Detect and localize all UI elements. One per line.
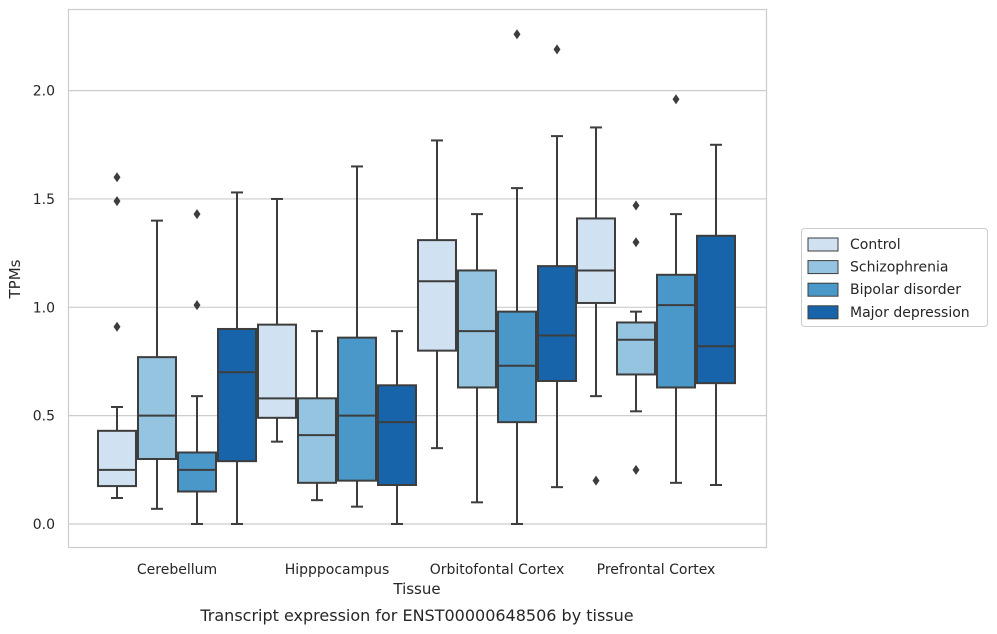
box-control [576,126,616,486]
x-tick-label: Hipppocampus [285,562,390,578]
legend: Control Schizophrenia Bipolar disorder Majo… [801,228,988,327]
y-tick-label: 1.5 [33,192,55,208]
outlier-point [592,475,600,486]
box-schizophrenia [137,219,177,510]
iqr-box [137,356,177,460]
plot-frame [67,8,768,549]
iqr-box [696,234,736,385]
y-tick-label: 1.0 [33,300,55,316]
box-series [97,29,736,525]
box-bipolar-disorder [337,165,377,508]
box-control [97,172,137,499]
outlier-point [632,464,640,475]
iqr-box [497,310,537,424]
box-major-depression [217,191,257,525]
x-tick-label: Cerebellum [137,562,217,578]
outlier-point [193,300,201,311]
outlier-point [113,172,121,183]
x-axis-title: Tissue [392,580,440,598]
legend-swatch [807,237,839,252]
outlier-point [113,321,121,332]
legend-frame [801,228,988,327]
legend-swatch [807,260,839,275]
iqr-box [97,429,137,488]
outlier-point [513,29,521,40]
iqr-box [457,269,497,389]
legend-swatch [807,282,839,297]
outlier-point [193,209,201,220]
x-tick-label: Prefrontal Cortex [597,562,716,578]
iqr-box [537,265,577,382]
box-bipolar-disorder [497,29,537,525]
box-bipolar-disorder [656,94,696,484]
iqr-box [217,327,257,463]
box-major-depression [377,330,417,525]
iqr-box [576,217,616,304]
y-tick-label: 0.5 [33,409,55,425]
box-control [257,197,297,443]
outlier-point [672,94,680,105]
iqr-box [417,239,457,352]
legend-label: Bipolar disorder [850,282,961,298]
x-axis-ticks: Cerebellum Hipppocampus Orbitofontal Corte… [137,562,715,578]
legend-label: Control [850,237,901,253]
box-major-depression [537,44,577,489]
legend-label: Major depression [850,305,970,321]
iqr-box [177,451,217,493]
box-schizophrenia [297,330,337,502]
iqr-box [297,397,337,484]
outlier-point [632,237,640,248]
iqr-box [337,336,377,482]
iqr-box [656,273,696,389]
y-axis-title: TPMs [6,259,24,299]
y-axis-ticks: 0.0 0.5 1.0 1.5 2.0 [33,84,55,533]
outlier-point [113,196,121,207]
box-control [417,139,457,450]
box-bipolar-disorder [177,209,217,525]
legend-label: Schizophrenia [850,260,948,276]
box-major-depression [696,143,736,486]
y-tick-label: 2.0 [33,84,55,100]
legend-swatch [807,305,839,320]
x-tick-label: Orbitofontal Cortex [430,562,565,578]
y-tick-label: 0.0 [33,517,55,533]
chart-caption: Transcript expression for ENST0000064850… [200,606,634,625]
iqr-box [616,321,656,376]
iqr-box [257,323,297,419]
box-schizophrenia [457,213,497,504]
box-schizophrenia [616,200,656,475]
iqr-box [377,384,417,486]
outlier-point [632,200,640,211]
outlier-point [553,44,561,55]
